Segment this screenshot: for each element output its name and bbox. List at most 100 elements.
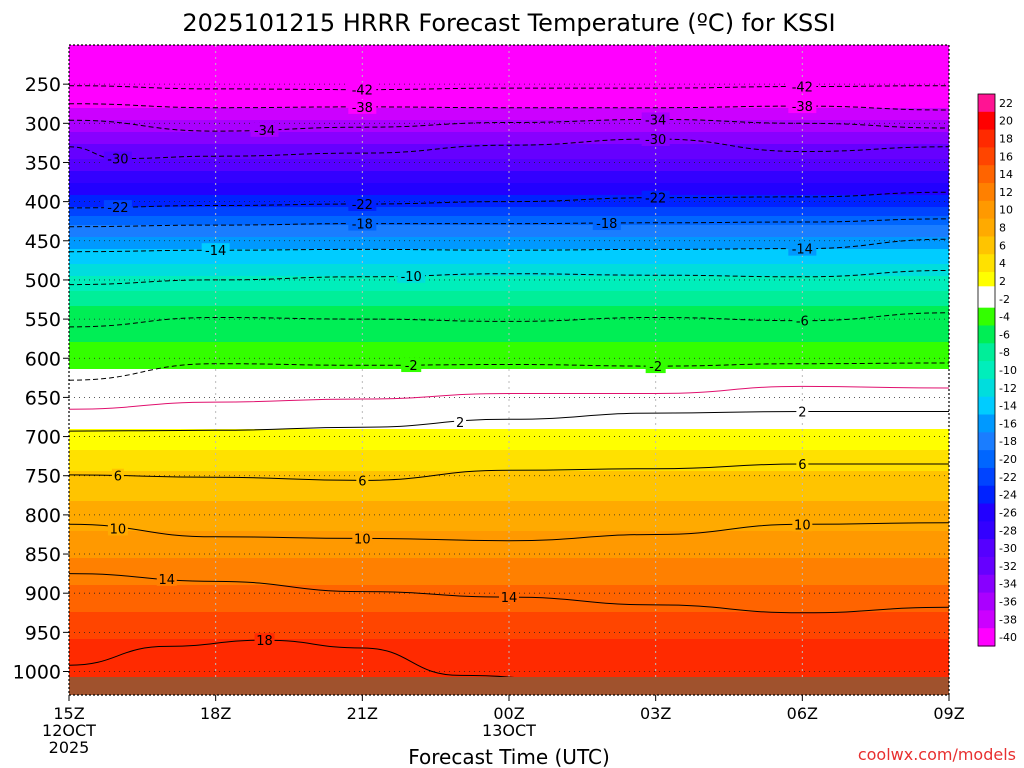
colorbar-swatch: [978, 218, 995, 238]
colorbar-label: -18: [999, 435, 1017, 448]
colorbar-swatch: [978, 361, 995, 380]
heat-band: [69, 420, 949, 424]
contour-label-bg: [348, 82, 377, 97]
heat-band: [69, 150, 949, 154]
contour-label: -6: [796, 315, 809, 330]
colorbar-swatch: [978, 378, 995, 398]
heat-band: [69, 534, 949, 538]
heat-band: [69, 666, 949, 670]
y-tick-label: 400: [25, 192, 61, 214]
y-tick-label: 800: [25, 505, 61, 527]
colorbar-swatch: [978, 574, 995, 594]
y-tick-label: 700: [25, 427, 61, 449]
heat-band: [69, 360, 949, 364]
x-tick-label: 2025: [49, 738, 90, 757]
y-tick-label: 350: [25, 152, 61, 174]
contour-label-bg: [111, 468, 124, 483]
x-tick-label: 00Z: [493, 704, 524, 723]
x-tick-label: 13OCT: [482, 721, 536, 740]
contour-label: -42: [792, 81, 813, 96]
contour-label: -14: [792, 243, 813, 258]
heat-band: [69, 198, 949, 202]
x-tick-label: 15Z: [53, 704, 84, 723]
colorbar-label: 12: [999, 186, 1013, 199]
heat-band: [69, 162, 949, 166]
colorbar-label: -34: [999, 578, 1017, 591]
contour-label: -30: [107, 153, 128, 168]
heat-band: [69, 444, 949, 448]
heat-band: [69, 114, 949, 118]
colorbar-swatch: [978, 485, 995, 505]
heat-band: [69, 120, 949, 124]
colorbar-swatch: [978, 610, 995, 629]
colorbar-swatch: [978, 183, 995, 202]
heat-band: [69, 336, 949, 340]
heat-band: [69, 276, 949, 280]
heat-band: [69, 558, 949, 562]
colorbar-label: -28: [999, 524, 1017, 537]
ground-strip: [69, 677, 949, 695]
colorbar-label: 6: [999, 239, 1006, 252]
colorbar-swatch: [978, 556, 995, 576]
credit-text: coolwx.com/models: [858, 745, 1016, 764]
colorbar-label: 16: [999, 150, 1013, 163]
colorbar-label: -36: [999, 595, 1017, 608]
contour-label: 14: [159, 573, 176, 588]
isotherm-line: [69, 118, 949, 132]
contour-label: -42: [352, 84, 373, 99]
colorbar-label: -38: [999, 613, 1017, 626]
heat-band: [69, 270, 949, 274]
heat-band: [69, 60, 949, 64]
contour-label-bg: [796, 456, 809, 471]
contour-label-bg: [792, 517, 813, 532]
contour-label-bg: [401, 358, 422, 373]
heat-band: [69, 438, 949, 442]
heat-band: [69, 426, 949, 430]
colorbar-label: -20: [999, 453, 1017, 466]
heat-band: [69, 186, 949, 190]
heat-band: [69, 456, 949, 460]
heat-band: [69, 294, 949, 298]
heat-band: [69, 306, 949, 310]
heat-band: [69, 138, 949, 142]
y-tick-label: 450: [25, 231, 61, 253]
contour-label-bg: [103, 200, 132, 215]
contour-label: -14: [205, 244, 226, 259]
contour-label-bg: [348, 99, 377, 114]
isotherm-line: [69, 385, 949, 410]
heat-band: [69, 132, 949, 136]
heat-band: [69, 246, 949, 250]
contour-label-bg: [788, 99, 817, 114]
heat-band: [69, 312, 949, 316]
contour-label: -2: [405, 359, 418, 374]
colorbar-label: -2: [999, 293, 1010, 306]
heat-band: [69, 402, 949, 406]
contour-label: -34: [254, 124, 275, 139]
y-tick-label: 300: [25, 113, 61, 135]
heat-band: [69, 258, 949, 262]
contour-label-bg: [250, 122, 279, 137]
y-axis-ticks: 250 300 350 400 450 500 550 600 650 700 750 800 850 9…: [13, 74, 69, 684]
heat-band: [69, 48, 949, 52]
heat-band: [69, 504, 949, 508]
colorbar-swatch: [978, 414, 995, 433]
isotherm-line: [69, 312, 949, 328]
heat-band: [69, 618, 949, 622]
contour-label: 6: [114, 470, 122, 485]
heat-band: [69, 288, 949, 292]
isotherm-line: [69, 191, 949, 209]
x-axis-label: Forecast Time (UTC): [408, 745, 610, 768]
heat-band: [69, 108, 949, 112]
colorbar: 22 20 18 16 14 12 10 8 6 4 2 -2 -4 -6 -8 -10 -12 -14 -16 -1…: [977, 93, 1017, 647]
colorbar-label: 2: [999, 275, 1006, 288]
heat-band: [69, 630, 949, 634]
contour-label: 14: [501, 591, 518, 606]
y-tick-label: 500: [25, 270, 61, 292]
colorbar-label: -26: [999, 506, 1017, 519]
colorbar-swatch: [978, 165, 995, 184]
heat-band: [69, 324, 949, 328]
heat-band: [69, 300, 949, 304]
colorbar-label: 4: [999, 257, 1006, 270]
heat-band: [69, 168, 949, 172]
heat-band: [69, 564, 949, 568]
